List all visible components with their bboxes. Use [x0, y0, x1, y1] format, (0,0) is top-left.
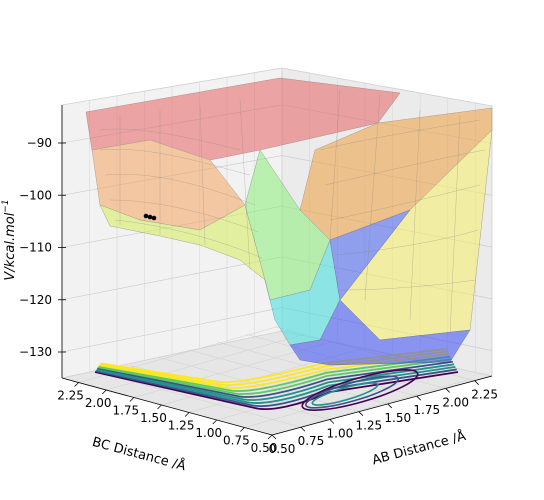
contour-well-line: [311, 382, 379, 406]
ab-tick-label: 1.00: [327, 426, 354, 440]
contour-line: [98, 355, 451, 392]
ab-tick-label: 0.75: [298, 434, 325, 448]
bc-axis-label: BC Distance /Å: [91, 434, 188, 474]
ab-axis: [271, 375, 493, 436]
ab-tick-mark: [300, 426, 306, 432]
ab-tick-label: 0.50: [269, 442, 296, 456]
bc-tick-label: 1.00: [195, 426, 222, 440]
ab-axis-label: AB Distance /Å: [370, 428, 467, 468]
bc-tick-mark: [184, 412, 190, 417]
bc-tick-mark: [101, 389, 107, 395]
ab-axis-ticks: 0.500.751.001.251.501.752.002.25: [269, 380, 498, 456]
z-axis-label: V/kcal.mol−1: [1, 199, 18, 280]
floor-grid-line: [244, 371, 444, 428]
contour-line: [96, 363, 455, 401]
contour-line: [98, 358, 452, 395]
ab-tick-mark: [474, 380, 479, 385]
floor-grid-line: [188, 349, 388, 405]
contour-line: [100, 348, 447, 384]
bc-tick-mark: [267, 434, 273, 440]
bc-tick-mark: [74, 382, 79, 387]
surface-left-slope: [99, 204, 266, 281]
bc-tick-mark: [240, 427, 245, 432]
ab-tick-label: 2.25: [471, 388, 498, 402]
bc-tick-mark: [129, 397, 135, 402]
bc-axis: [61, 377, 273, 436]
z-tick-label: −110: [19, 241, 52, 255]
surface-well: [289, 299, 471, 366]
contour-lines: [94, 348, 459, 411]
ab-tick-mark: [358, 411, 364, 416]
contour-well-line: [304, 375, 400, 409]
bc-tick-label: 1.75: [112, 404, 139, 418]
z-axis-ticks: −90 −100 −110 −120 −130: [19, 136, 66, 359]
contour-line: [99, 350, 448, 386]
ab-tick-mark: [416, 395, 422, 401]
contour-line: [95, 368, 457, 407]
surface-well-back: [329, 209, 411, 301]
ab-tick-label: 1.75: [413, 403, 440, 417]
bc-tick-label: 1.50: [140, 411, 167, 425]
bc-tick-label: 1.25: [168, 419, 195, 433]
ab-tick-mark: [271, 434, 277, 440]
z-tick-label: −100: [19, 188, 52, 202]
ab-tick-label: 2.00: [442, 395, 469, 409]
contour-well-line: [301, 369, 419, 411]
bc-tick-label: 0.50: [251, 441, 278, 455]
bc-axis-ticks: 2.252.001.751.501.251.000.750.50: [57, 382, 278, 455]
bc-tick-mark: [212, 419, 218, 425]
contour-line: [99, 353, 450, 389]
floor-grid-line: [271, 378, 472, 436]
contour-line: [97, 360, 454, 398]
bc-tick-label: 2.25: [57, 389, 84, 403]
bc-tick-label: 0.75: [223, 434, 250, 448]
z-tick-label: −130: [19, 345, 52, 359]
z-tick-label: −120: [19, 293, 52, 307]
ab-tick-label: 1.25: [355, 419, 382, 433]
floor-grid-line: [216, 363, 417, 421]
trajectory-marker: [143, 213, 157, 221]
ab-tick-mark: [445, 388, 450, 393]
bc-tick-label: 2.00: [85, 396, 112, 410]
ab-tick-mark: [329, 419, 335, 424]
floor-grid-line: [101, 372, 302, 428]
contour-line: [96, 365, 456, 404]
z-tick-label: −90: [27, 136, 52, 150]
ab-tick-label: 1.50: [384, 411, 411, 425]
ab-tick-mark: [387, 403, 393, 409]
bc-tick-mark: [157, 404, 162, 410]
energy-surface: [85, 77, 493, 366]
